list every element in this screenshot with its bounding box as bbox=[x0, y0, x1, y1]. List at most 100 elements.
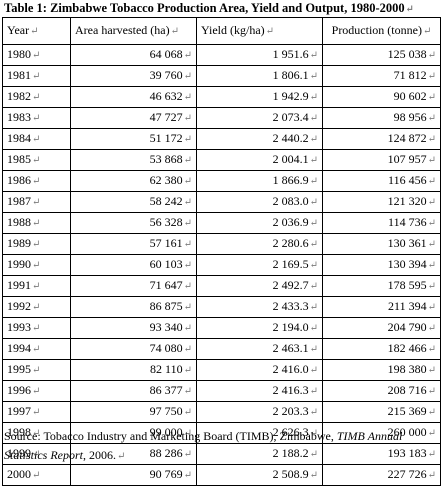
cell-yield-value: 2 463.1 bbox=[272, 341, 309, 355]
paragraph-mark-icon: ↵ bbox=[183, 428, 192, 439]
table-row: 1994↵ 74 080↵ 2 463.1↵ 182 466↵ bbox=[2, 338, 441, 360]
cell-yield: 2 416.3↵ bbox=[196, 380, 323, 402]
paragraph-mark-icon: ↵ bbox=[183, 218, 192, 229]
paragraph-mark-icon: ↵ bbox=[309, 50, 318, 61]
paragraph-mark-icon: ↵ bbox=[30, 26, 39, 37]
paragraph-mark-icon: ↵ bbox=[427, 113, 436, 124]
paragraph-mark-icon: ↵ bbox=[183, 302, 192, 313]
cell-production-value: 182 466 bbox=[387, 341, 427, 355]
cell-year-value: 1987 bbox=[7, 194, 31, 208]
cell-year-value: 1985 bbox=[7, 152, 31, 166]
cell-production-value: 98 956 bbox=[393, 110, 427, 124]
cell-production-value: 125 038 bbox=[387, 47, 427, 61]
cell-production-value: 71 812 bbox=[393, 68, 427, 82]
cell-yield: 2 492.7↵ bbox=[196, 275, 323, 297]
cell-yield: 2 036.9↵ bbox=[196, 212, 323, 234]
paragraph-mark-icon: ↵ bbox=[309, 323, 318, 334]
cell-year: 1997↵ bbox=[2, 401, 71, 423]
cell-yield: 2 626.3↵ bbox=[196, 422, 323, 444]
table-row: 2000↵ 90 769↵ 2 508.9↵ 227 726↵ bbox=[2, 464, 441, 486]
paragraph-mark-icon: ↵ bbox=[183, 470, 192, 481]
table-row: 1980↵ 64 068↵ 1 951.6↵ 125 038↵ bbox=[2, 44, 441, 66]
cell-year: 1986↵ bbox=[2, 170, 71, 192]
cell-year-value: 1996 bbox=[7, 383, 31, 397]
cell-production-value: 130 394 bbox=[387, 257, 427, 271]
cell-year: 1984↵ bbox=[2, 128, 71, 150]
cell-year: 1982↵ bbox=[2, 86, 71, 108]
paragraph-mark-icon: ↵ bbox=[427, 281, 436, 292]
cell-yield-value: 2 440.2 bbox=[272, 131, 309, 145]
cell-production-value: 124 872 bbox=[387, 131, 427, 145]
paragraph-mark-icon: ↵ bbox=[170, 26, 180, 37]
paragraph-mark-icon: ↵ bbox=[427, 71, 436, 82]
paragraph-mark-icon: ↵ bbox=[183, 155, 192, 166]
cell-year: 1985↵ bbox=[2, 149, 71, 171]
paragraph-mark-icon: ↵ bbox=[32, 407, 41, 418]
cell-area-harvested: 74 080↵ bbox=[70, 338, 197, 360]
cell-yield-value: 2 280.6 bbox=[272, 236, 309, 250]
paragraph-mark-icon: ↵ bbox=[183, 407, 192, 418]
cell-yield-value: 1 806.1 bbox=[272, 68, 309, 82]
cell-year-value: 1992 bbox=[7, 299, 31, 313]
cell-area-harvested-value: 86 875 bbox=[149, 299, 183, 313]
cell-area-harvested-value: 97 750 bbox=[149, 404, 183, 418]
cell-yield: 2 004.1↵ bbox=[196, 149, 323, 171]
cell-area-harvested-value: 39 760 bbox=[149, 68, 183, 82]
paragraph-mark-icon: ↵ bbox=[427, 50, 436, 61]
paragraph-mark-icon: ↵ bbox=[32, 155, 41, 166]
cell-yield-value: 2 169.5 bbox=[272, 257, 309, 271]
paragraph-mark-icon: ↵ bbox=[32, 134, 41, 145]
cell-area-harvested-value: 62 380 bbox=[149, 173, 183, 187]
cell-yield: 1 806.1↵ bbox=[196, 65, 323, 87]
table-row: 1987↵ 58 242↵ 2 083.0↵ 121 320↵ bbox=[2, 191, 441, 213]
cell-year: 1994↵ bbox=[2, 338, 71, 360]
paragraph-mark-icon: ↵ bbox=[427, 92, 436, 103]
cell-yield-value: 2 416.0 bbox=[272, 362, 309, 376]
cell-yield-value: 2 508.9 bbox=[272, 467, 309, 481]
cell-year-value: 1989 bbox=[7, 236, 31, 250]
cell-year-value: 1983 bbox=[7, 110, 31, 124]
paragraph-mark-icon: ↵ bbox=[32, 470, 41, 481]
cell-area-harvested-value: 90 769 bbox=[149, 467, 183, 481]
cell-year-value: 1997 bbox=[7, 404, 31, 418]
cell-year: 1987↵ bbox=[2, 191, 71, 213]
cell-production-value: 116 456 bbox=[388, 173, 427, 187]
cell-production: 90 602↵ bbox=[322, 86, 441, 108]
paragraph-mark-icon: ↵ bbox=[309, 407, 318, 418]
paragraph-mark-icon: ↵ bbox=[32, 71, 41, 82]
cell-yield-value: 2 073.4 bbox=[272, 110, 309, 124]
source-note: Source: Tobacco Industry and Marketing B… bbox=[4, 427, 440, 466]
paragraph-mark-icon: ↵ bbox=[183, 134, 192, 145]
paragraph-mark-icon: ↵ bbox=[427, 344, 436, 355]
cell-area-harvested: 90 769↵ bbox=[70, 464, 197, 486]
cell-area-harvested: 57 161↵ bbox=[70, 233, 197, 255]
cell-year-value: 2000 bbox=[7, 467, 31, 481]
paragraph-mark-icon: ↵ bbox=[309, 344, 318, 355]
source-prefix: Source: Tobacco Industry and Marketing B… bbox=[4, 429, 337, 443]
paragraph-mark-icon: ↵ bbox=[183, 113, 192, 124]
cell-yield: 1 942.9↵ bbox=[196, 86, 323, 108]
cell-yield: 2 440.2↵ bbox=[196, 128, 323, 150]
paragraph-mark-icon: ↵ bbox=[309, 239, 318, 250]
cell-area-harvested: 47 727↵ bbox=[70, 107, 197, 129]
cell-yield: 1 951.6↵ bbox=[196, 44, 323, 66]
table-row: 1996↵ 86 377↵ 2 416.3↵ 208 716↵ bbox=[2, 380, 441, 402]
paragraph-mark-icon: ↵ bbox=[32, 449, 41, 460]
paragraph-mark-icon: ↵ bbox=[32, 260, 41, 271]
cell-yield-value: 2 492.7 bbox=[272, 278, 309, 292]
paragraph-mark-icon: ↵ bbox=[183, 50, 192, 61]
paragraph-mark-icon: ↵ bbox=[309, 113, 318, 124]
paragraph-mark-icon: ↵ bbox=[183, 365, 192, 376]
cell-year: 1981↵ bbox=[2, 65, 71, 87]
cell-yield-value: 2 626.3 bbox=[272, 425, 309, 439]
cell-year: 1996↵ bbox=[2, 380, 71, 402]
cell-production: 107 957↵ bbox=[322, 149, 441, 171]
paragraph-mark-icon: ↵ bbox=[32, 386, 41, 397]
cell-production-value: 198 380 bbox=[387, 362, 427, 376]
cell-area-harvested-value: 56 328 bbox=[149, 215, 183, 229]
cell-production: 198 380↵ bbox=[322, 359, 441, 381]
cell-year-value: 1990 bbox=[7, 257, 31, 271]
cell-area-harvested: 86 875↵ bbox=[70, 296, 197, 318]
cell-area-harvested: 99 000↵ bbox=[70, 422, 197, 444]
header-production: Production (tonne)↵ bbox=[322, 17, 441, 45]
